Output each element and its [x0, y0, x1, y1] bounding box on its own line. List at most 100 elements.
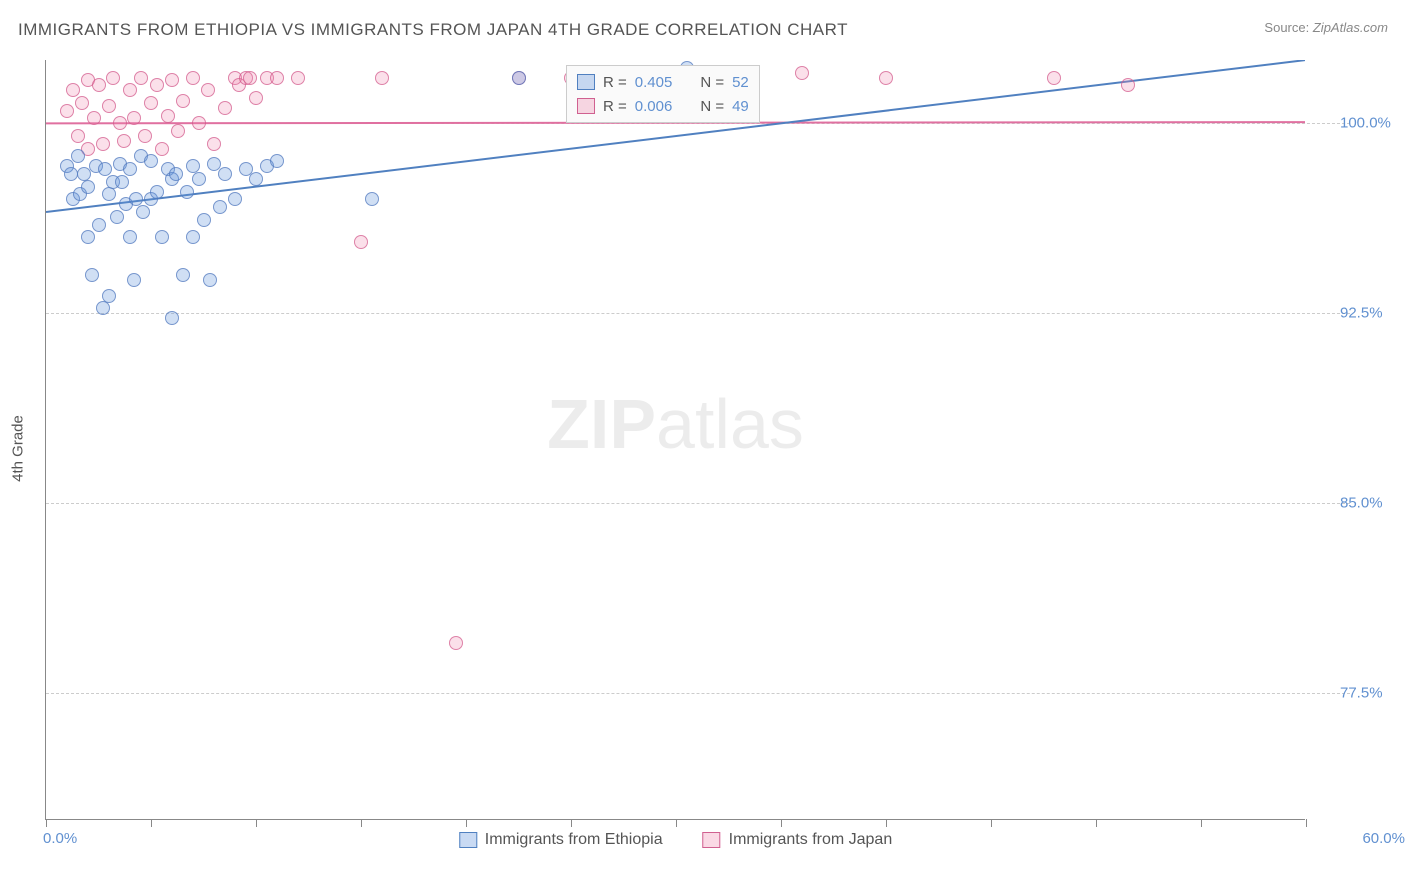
data-point — [165, 311, 179, 325]
data-point — [171, 124, 185, 138]
ytick-label: 85.0% — [1340, 495, 1400, 512]
data-point — [150, 185, 164, 199]
chart-title: IMMIGRANTS FROM ETHIOPIA VS IMMIGRANTS F… — [18, 20, 848, 39]
data-point — [138, 129, 152, 143]
n-label: N = — [700, 74, 724, 91]
legend-row-pink: R = 0.006 N = 49 — [577, 94, 749, 118]
watermark-zip: ZIP — [547, 385, 656, 463]
n-label: N = — [700, 98, 724, 115]
source-value: ZipAtlas.com — [1313, 20, 1388, 35]
data-point — [92, 218, 106, 232]
gridline — [46, 693, 1350, 694]
data-point — [136, 205, 150, 219]
data-point — [243, 71, 257, 85]
data-point — [1047, 71, 1061, 85]
data-point — [169, 167, 183, 181]
xtick — [991, 819, 992, 827]
data-point — [180, 185, 194, 199]
data-point — [123, 230, 137, 244]
data-point — [201, 83, 215, 97]
data-point — [192, 116, 206, 130]
xtick — [466, 819, 467, 827]
xtick — [1306, 819, 1307, 827]
data-point — [71, 149, 85, 163]
data-point — [186, 230, 200, 244]
data-point — [81, 230, 95, 244]
xtick — [781, 819, 782, 827]
trend-lines — [46, 60, 1305, 819]
data-point — [71, 129, 85, 143]
series-name-blue: Immigrants from Ethiopia — [485, 831, 663, 849]
swatch-pink — [577, 98, 595, 114]
data-point — [85, 268, 99, 282]
y-axis-label: 4th Grade — [10, 415, 27, 482]
data-point — [218, 167, 232, 181]
data-point — [176, 268, 190, 282]
correlation-legend: R = 0.405 N = 52 R = 0.006 N = 49 — [566, 65, 760, 123]
r-value-blue: 0.405 — [635, 74, 673, 91]
data-point — [270, 154, 284, 168]
data-point — [375, 71, 389, 85]
data-point — [192, 172, 206, 186]
r-label: R = — [603, 98, 627, 115]
data-point — [110, 210, 124, 224]
data-point — [161, 109, 175, 123]
xtick — [46, 819, 47, 827]
gridline — [46, 123, 1350, 124]
data-point — [102, 289, 116, 303]
ytick-label: 92.5% — [1340, 305, 1400, 322]
data-point — [66, 83, 80, 97]
data-point — [155, 230, 169, 244]
x-max-label: 60.0% — [1362, 830, 1405, 847]
series-name-pink: Immigrants from Japan — [729, 831, 893, 849]
data-point — [96, 301, 110, 315]
watermark-atlas: atlas — [656, 385, 804, 463]
legend-item-ethiopia: Immigrants from Ethiopia — [459, 831, 663, 849]
data-point — [144, 96, 158, 110]
ytick-label: 77.5% — [1340, 685, 1400, 702]
n-value-pink: 49 — [732, 98, 749, 115]
data-point — [123, 162, 137, 176]
data-point — [96, 137, 110, 151]
xtick — [571, 819, 572, 827]
data-point — [127, 111, 141, 125]
chart-header: IMMIGRANTS FROM ETHIOPIA VS IMMIGRANTS F… — [18, 20, 1388, 50]
data-point — [270, 71, 284, 85]
data-point — [75, 96, 89, 110]
xtick — [256, 819, 257, 827]
data-point — [144, 154, 158, 168]
data-point — [795, 66, 809, 80]
data-point — [354, 235, 368, 249]
data-point — [228, 192, 242, 206]
data-point — [249, 91, 263, 105]
data-point — [117, 134, 131, 148]
swatch-blue — [577, 74, 595, 90]
data-point — [197, 213, 211, 227]
series-legend: Immigrants from Ethiopia Immigrants from… — [459, 831, 892, 849]
data-point — [249, 172, 263, 186]
swatch-blue — [459, 832, 477, 848]
data-point — [176, 94, 190, 108]
data-point — [106, 71, 120, 85]
data-point — [291, 71, 305, 85]
source-attribution: Source: ZipAtlas.com — [1264, 20, 1388, 35]
data-point — [81, 180, 95, 194]
n-value-blue: 52 — [732, 74, 749, 91]
r-label: R = — [603, 74, 627, 91]
ytick-label: 100.0% — [1340, 115, 1400, 132]
r-value-pink: 0.006 — [635, 98, 673, 115]
data-point — [218, 101, 232, 115]
data-point — [102, 99, 116, 113]
swatch-pink — [703, 832, 721, 848]
xtick — [1201, 819, 1202, 827]
gridline — [46, 313, 1350, 314]
xtick — [1096, 819, 1097, 827]
data-point — [60, 104, 74, 118]
data-point — [165, 73, 179, 87]
data-point — [879, 71, 893, 85]
data-point — [155, 142, 169, 156]
data-point — [213, 200, 227, 214]
data-point — [134, 71, 148, 85]
data-point — [512, 71, 526, 85]
data-point — [150, 78, 164, 92]
